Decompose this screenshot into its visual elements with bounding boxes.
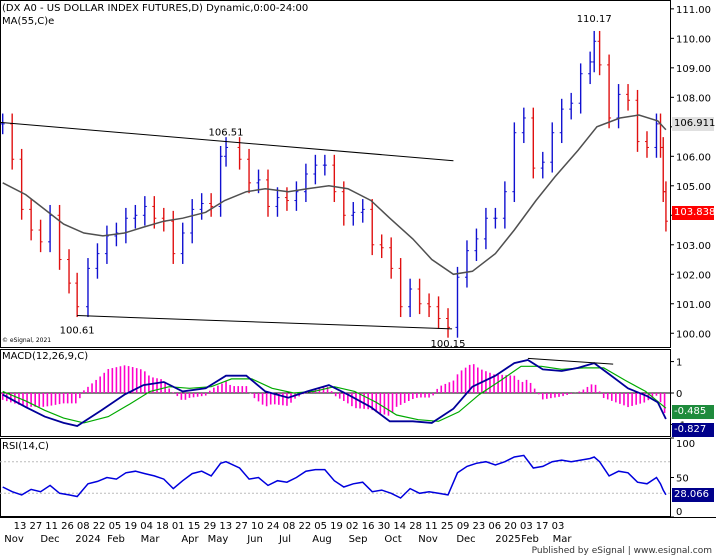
x-month-label: Feb <box>107 534 125 545</box>
x-day-label: 06 <box>488 521 501 532</box>
rsi-y-tick-label: 50 <box>676 474 689 485</box>
x-month-label: Sep <box>349 534 368 545</box>
x-day-label: 10 <box>251 521 264 532</box>
price-panel-frame <box>0 0 671 348</box>
price-annotation-label: 110.17 <box>577 14 612 25</box>
x-day-label: 19 <box>330 521 343 532</box>
macd-line <box>2 359 667 427</box>
x-day-label: 05 <box>109 521 122 532</box>
x-day-label: 04 <box>140 521 153 532</box>
price-y-tick-label: 109.00 <box>676 64 711 75</box>
x-day-label: 02 <box>346 521 359 532</box>
lower-trendline <box>77 315 453 330</box>
x-month-label: Nov <box>4 534 24 545</box>
rsi-panel-label: RSI(14,C) <box>2 441 49 452</box>
x-day-label: 26 <box>61 521 74 532</box>
x-day-label: 03 <box>552 521 565 532</box>
x-day-label: 19 <box>124 521 137 532</box>
price-annotation-label: 100.61 <box>60 325 95 336</box>
x-day-label: 13 <box>219 521 232 532</box>
x-day-label: 11 <box>425 521 438 532</box>
x-day-label: 05 <box>314 521 327 532</box>
macd-signal-line <box>2 365 667 424</box>
macd-value-tag: -0.827 <box>672 423 714 437</box>
price-y-tick-label: 105.00 <box>676 182 711 193</box>
price-annotation-label: 100.15 <box>431 339 466 350</box>
price-y-tick-label: 100.00 <box>676 329 711 340</box>
x-month-label: Dec <box>40 534 59 545</box>
x-month-label: Aug <box>312 534 332 545</box>
x-day-label: 23 <box>473 521 486 532</box>
x-month-label: May <box>208 534 229 545</box>
rsi-line <box>2 454 667 499</box>
macd-divergence-line <box>527 357 614 365</box>
x-day-label: 27 <box>235 521 248 532</box>
chart-title: (DX A0 - US DOLLAR INDEX FUTURES,D) Dyna… <box>2 3 309 14</box>
x-day-label: 01 <box>172 521 185 532</box>
x-month-label: Apr <box>181 534 199 545</box>
price-y-tick-label: 103.00 <box>676 241 711 252</box>
price-y-tick-label: 102.00 <box>676 270 711 281</box>
x-day-label: 25 <box>441 521 454 532</box>
x-month-label: Mar <box>553 534 573 545</box>
x-day-label: 09 <box>457 521 470 532</box>
rsi-y-tick-label: 100 <box>676 439 695 450</box>
macd-y-tick-label: 0 <box>676 389 682 400</box>
price-y-tick-label: 111.00 <box>676 5 711 16</box>
x-month-label: Nov <box>418 534 438 545</box>
x-day-label: 22 <box>298 521 311 532</box>
copyright-text: © eSignal, 2021 <box>2 337 52 344</box>
x-month-label: Jun <box>246 534 263 545</box>
x-month-label: Mar <box>141 534 161 545</box>
x-day-label: 11 <box>45 521 58 532</box>
x-month-label: 2025 <box>495 534 520 545</box>
x-day-label: 14 <box>393 521 406 532</box>
x-day-label: 17 <box>536 521 549 532</box>
x-month-label: Oct <box>384 534 401 545</box>
x-day-label: 08 <box>283 521 296 532</box>
x-day-label: 03 <box>520 521 533 532</box>
macd-y-tick-label: 1 <box>676 358 682 369</box>
x-day-label: 28 <box>409 521 422 532</box>
ma-value-tag: 106.911 <box>672 117 716 131</box>
upper-trendline <box>0 121 454 162</box>
x-day-label: 13 <box>14 521 27 532</box>
x-day-label: 24 <box>267 521 280 532</box>
x-day-label: 30 <box>378 521 391 532</box>
x-month-label: Jul <box>278 534 291 545</box>
x-month-label: 2024 <box>75 534 100 545</box>
rsi-y-tick-label: 0 <box>676 507 682 518</box>
x-day-label: 27 <box>29 521 42 532</box>
macd-signal-tag: -0.485 <box>672 405 714 419</box>
x-month-label: Feb <box>521 534 539 545</box>
macd-panel-label: MACD(12,26,9,C) <box>2 351 89 362</box>
last-price-tag: 103.838 <box>672 206 716 220</box>
x-day-label: 22 <box>93 521 106 532</box>
x-day-label: 20 <box>504 521 517 532</box>
price-annotation-label: 106.51 <box>209 127 244 138</box>
price-y-tick-label: 106.00 <box>676 152 711 163</box>
x-day-label: 18 <box>156 521 169 532</box>
footer-publisher: Published by eSignal | www.esignal.com <box>531 546 712 556</box>
moving-average-line <box>2 114 667 276</box>
price-y-tick-label: 101.00 <box>676 300 711 311</box>
rsi-value-tag: 28.066 <box>672 488 714 502</box>
ma-legend-label: MA(55,C)e <box>2 16 55 27</box>
price-y-tick-label: 110.00 <box>676 34 711 45</box>
x-month-label: Dec <box>456 534 475 545</box>
rsi-panel-frame <box>0 438 671 517</box>
price-y-tick-label: 108.00 <box>676 93 711 104</box>
x-day-label: 29 <box>204 521 217 532</box>
x-day-label: 16 <box>362 521 375 532</box>
x-day-label: 08 <box>77 521 90 532</box>
x-day-label: 15 <box>188 521 201 532</box>
